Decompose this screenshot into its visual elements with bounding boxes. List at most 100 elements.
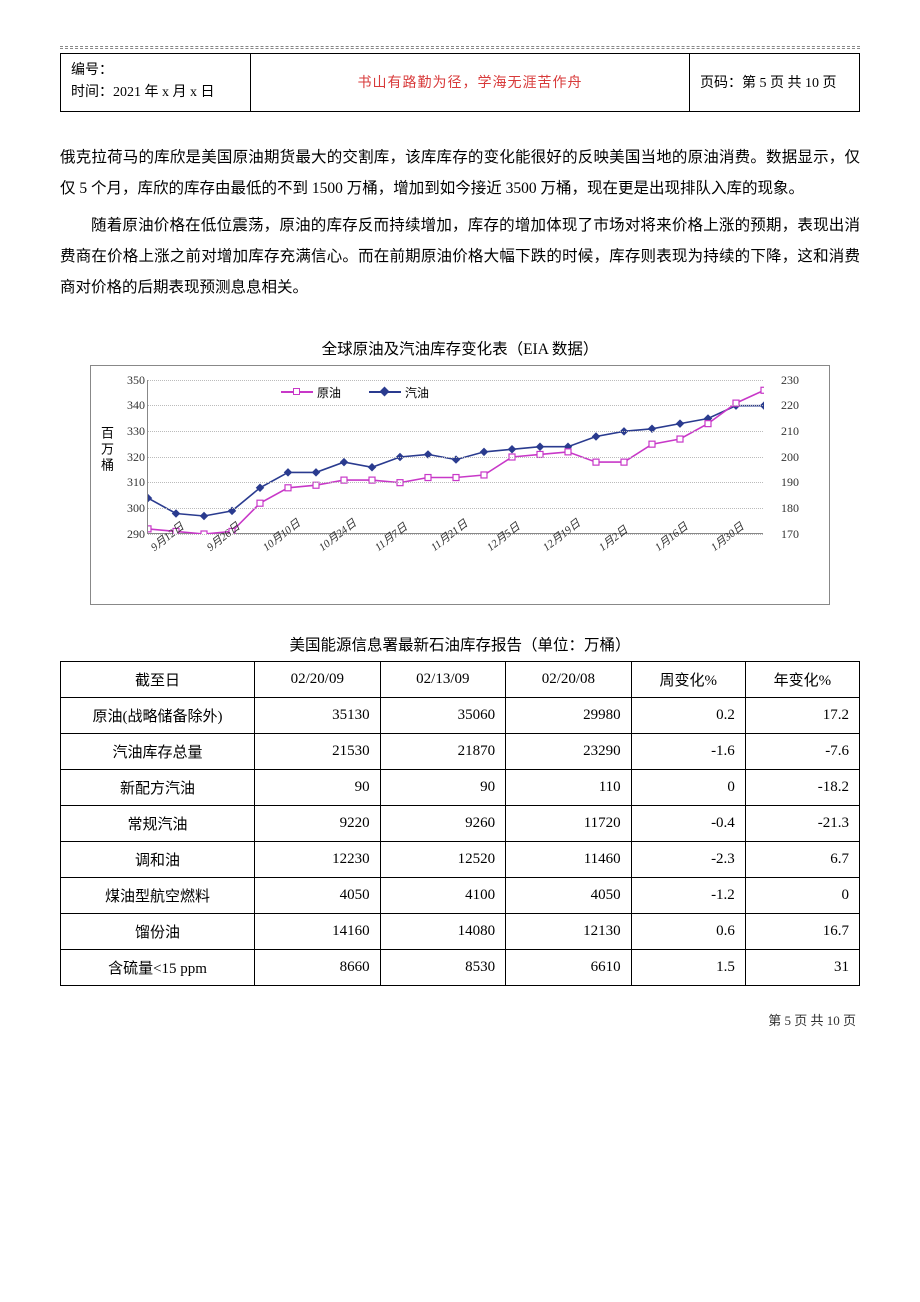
table-row: 含硫量<15 ppm8660853066101.531 bbox=[61, 949, 860, 985]
row-value-cell: 12230 bbox=[255, 841, 381, 877]
row-value-cell: 17.2 bbox=[745, 697, 859, 733]
row-value-cell: 1.5 bbox=[631, 949, 745, 985]
ytick-left: 340 bbox=[117, 398, 145, 413]
row-value-cell: 35130 bbox=[255, 697, 381, 733]
time-value: 2021 年 x 月 x 日 bbox=[113, 85, 215, 100]
ytick-left: 350 bbox=[117, 373, 145, 388]
row-value-cell: 23290 bbox=[506, 733, 632, 769]
row-label-cell: 原油(战略储备除外) bbox=[61, 697, 255, 733]
ytick-right: 200 bbox=[781, 450, 811, 465]
inventory-table: 截至日02/20/0902/13/0902/20/08周变化%年变化% 原油(战… bbox=[60, 661, 860, 986]
top-dash-divider bbox=[60, 46, 860, 49]
gridline bbox=[148, 508, 763, 509]
row-value-cell: -0.4 bbox=[631, 805, 745, 841]
page-header-table: 编号： 时间：2021 年 x 月 x 日 书山有路勤为径，学海无涯苦作舟 页码… bbox=[60, 53, 860, 112]
row-value-cell: -7.6 bbox=[745, 733, 859, 769]
row-value-cell: 90 bbox=[380, 769, 506, 805]
chart-plot-area bbox=[147, 380, 763, 534]
row-label-cell: 汽油库存总量 bbox=[61, 733, 255, 769]
row-value-cell: 9260 bbox=[380, 805, 506, 841]
row-value-cell: 12130 bbox=[506, 913, 632, 949]
gridline bbox=[148, 482, 763, 483]
row-value-cell: 29980 bbox=[506, 697, 632, 733]
row-value-cell: 21530 bbox=[255, 733, 381, 769]
header-motto: 书山有路勤为径，学海无涯苦作舟 bbox=[251, 54, 690, 112]
row-value-cell: 4050 bbox=[255, 877, 381, 913]
row-value-cell: -2.3 bbox=[631, 841, 745, 877]
row-value-cell: 14160 bbox=[255, 913, 381, 949]
page-value: 第 5 页 共 10 页 bbox=[742, 76, 837, 91]
ytick-right: 170 bbox=[781, 527, 811, 542]
table-column-header: 02/20/09 bbox=[255, 661, 381, 697]
table-title: 美国能源信息署最新石油库存报告（单位：万桶） bbox=[60, 633, 860, 655]
gridline bbox=[148, 405, 763, 406]
gridline bbox=[148, 431, 763, 432]
row-value-cell: 90 bbox=[255, 769, 381, 805]
row-value-cell: 0 bbox=[745, 877, 859, 913]
row-label-cell: 调和油 bbox=[61, 841, 255, 877]
row-value-cell: 11720 bbox=[506, 805, 632, 841]
row-label-cell: 常规汽油 bbox=[61, 805, 255, 841]
ytick-left: 310 bbox=[117, 475, 145, 490]
row-value-cell: 6610 bbox=[506, 949, 632, 985]
chart-title: 全球原油及汽油库存变化表（EIA 数据） bbox=[60, 337, 860, 359]
row-value-cell: 12520 bbox=[380, 841, 506, 877]
row-value-cell: 8660 bbox=[255, 949, 381, 985]
ytick-left: 330 bbox=[117, 424, 145, 439]
table-row: 新配方汽油90901100-18.2 bbox=[61, 769, 860, 805]
header-left-cell: 编号： 时间：2021 年 x 月 x 日 bbox=[61, 54, 251, 112]
table-header-row: 截至日02/20/0902/13/0902/20/08周变化%年变化% bbox=[61, 661, 860, 697]
page-label: 页码： bbox=[700, 76, 742, 91]
row-value-cell: 9220 bbox=[255, 805, 381, 841]
row-value-cell: 21870 bbox=[380, 733, 506, 769]
table-row: 原油(战略储备除外)3513035060299800.217.2 bbox=[61, 697, 860, 733]
table-column-header: 年变化% bbox=[745, 661, 859, 697]
row-value-cell: -18.2 bbox=[745, 769, 859, 805]
bianhao-label: 编号： bbox=[71, 63, 113, 78]
table-row: 馏份油1416014080121300.616.7 bbox=[61, 913, 860, 949]
row-value-cell: 14080 bbox=[380, 913, 506, 949]
ytick-right: 180 bbox=[781, 501, 811, 516]
paragraph-2: 随着原油价格在低位震荡，原油的库存反而持续增加，库存的增加体现了市场对将来价格上… bbox=[60, 210, 860, 303]
row-value-cell: 0 bbox=[631, 769, 745, 805]
row-value-cell: -1.6 bbox=[631, 733, 745, 769]
gridline bbox=[148, 380, 763, 381]
page-footer: 第 5 页 共 10 页 bbox=[60, 1010, 860, 1029]
table-column-header: 02/20/08 bbox=[506, 661, 632, 697]
row-value-cell: 110 bbox=[506, 769, 632, 805]
row-value-cell: 4100 bbox=[380, 877, 506, 913]
table-column-header: 周变化% bbox=[631, 661, 745, 697]
row-value-cell: -1.2 bbox=[631, 877, 745, 913]
ytick-left: 320 bbox=[117, 450, 145, 465]
row-value-cell: 8530 bbox=[380, 949, 506, 985]
row-value-cell: 6.7 bbox=[745, 841, 859, 877]
inventory-chart: 百万桶 原油 汽油 290300310320330340350170180190… bbox=[90, 365, 830, 605]
row-value-cell: 0.2 bbox=[631, 697, 745, 733]
header-right-cell: 页码：第 5 页 共 10 页 bbox=[690, 54, 860, 112]
ytick-left: 290 bbox=[117, 527, 145, 542]
ytick-right: 220 bbox=[781, 398, 811, 413]
row-value-cell: 11460 bbox=[506, 841, 632, 877]
table-column-header: 截至日 bbox=[61, 661, 255, 697]
row-label-cell: 煤油型航空燃料 bbox=[61, 877, 255, 913]
ytick-right: 230 bbox=[781, 373, 811, 388]
table-column-header: 02/13/09 bbox=[380, 661, 506, 697]
table-row: 汽油库存总量215302187023290-1.6-7.6 bbox=[61, 733, 860, 769]
table-row: 调和油122301252011460-2.36.7 bbox=[61, 841, 860, 877]
ytick-right: 190 bbox=[781, 475, 811, 490]
row-value-cell: 4050 bbox=[506, 877, 632, 913]
table-body: 原油(战略储备除外)3513035060299800.217.2汽油库存总量21… bbox=[61, 697, 860, 985]
ytick-right: 210 bbox=[781, 424, 811, 439]
row-label-cell: 馏份油 bbox=[61, 913, 255, 949]
row-value-cell: 16.7 bbox=[745, 913, 859, 949]
gridline bbox=[148, 457, 763, 458]
row-label-cell: 含硫量<15 ppm bbox=[61, 949, 255, 985]
paragraph-1: 俄克拉荷马的库欣是美国原油期货最大的交割库，该库库存的变化能很好的反映美国当地的… bbox=[60, 142, 860, 204]
table-row: 常规汽油9220926011720-0.4-21.3 bbox=[61, 805, 860, 841]
row-value-cell: 31 bbox=[745, 949, 859, 985]
row-value-cell: 0.6 bbox=[631, 913, 745, 949]
y-axis-left-label: 百万桶 bbox=[97, 426, 116, 474]
row-label-cell: 新配方汽油 bbox=[61, 769, 255, 805]
document-page: 编号： 时间：2021 年 x 月 x 日 书山有路勤为径，学海无涯苦作舟 页码… bbox=[0, 0, 920, 1059]
row-value-cell: 35060 bbox=[380, 697, 506, 733]
